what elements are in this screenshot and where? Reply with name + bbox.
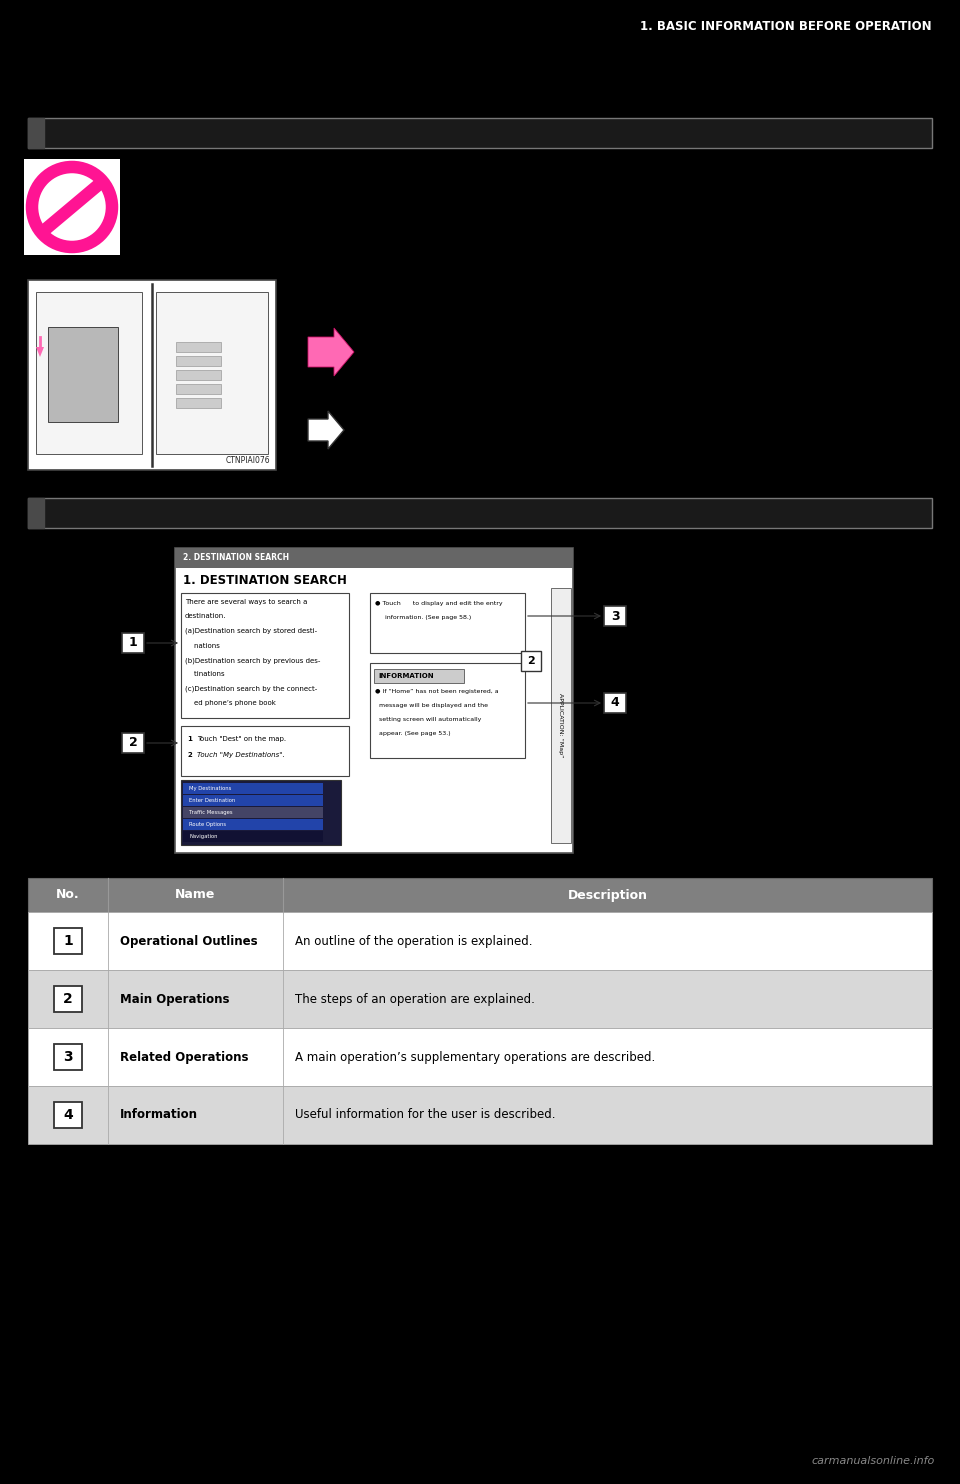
Text: appear. (See page 53.): appear. (See page 53.) — [375, 732, 450, 736]
Bar — [521, 651, 541, 671]
Bar — [54, 928, 82, 954]
Text: Name: Name — [176, 889, 216, 901]
Text: 3: 3 — [63, 1051, 73, 1064]
Bar — [551, 588, 571, 843]
Bar — [374, 669, 464, 683]
Polygon shape — [308, 328, 354, 375]
Bar — [28, 971, 932, 1028]
Bar — [54, 1103, 82, 1128]
Bar — [28, 879, 932, 913]
Bar — [183, 831, 323, 841]
Text: Description: Description — [567, 889, 647, 901]
Text: Main Operations: Main Operations — [120, 993, 229, 1006]
Text: message will be displayed and the: message will be displayed and the — [375, 703, 488, 708]
Text: Navigation: Navigation — [189, 834, 218, 838]
Text: No.: No. — [57, 889, 80, 901]
Text: (a)Destination search by stored desti-: (a)Destination search by stored desti- — [185, 628, 317, 635]
Text: INFORMATION: INFORMATION — [378, 674, 434, 680]
Text: Enter Destination: Enter Destination — [189, 798, 235, 803]
Text: ● If “Home” has not been registered, a: ● If “Home” has not been registered, a — [375, 689, 498, 695]
Text: Related Operations: Related Operations — [120, 1051, 249, 1064]
Bar — [54, 1045, 82, 1070]
Bar — [122, 733, 144, 752]
Text: Traffic Messages: Traffic Messages — [189, 810, 232, 815]
Text: Touch "My Destinations".: Touch "My Destinations". — [197, 752, 285, 758]
Bar — [28, 913, 932, 971]
Bar — [28, 119, 932, 148]
Text: 1: 1 — [129, 637, 137, 650]
Bar — [604, 693, 626, 712]
Text: Useful information for the user is described.: Useful information for the user is descr… — [295, 1109, 556, 1122]
Text: A main operation’s supplementary operations are described.: A main operation’s supplementary operati… — [295, 1051, 656, 1064]
Text: My Destinations: My Destinations — [189, 787, 231, 791]
Bar — [183, 807, 323, 818]
Text: Route Options: Route Options — [189, 822, 227, 827]
Text: CTNPIAI076: CTNPIAI076 — [226, 456, 270, 464]
Text: 4: 4 — [63, 1109, 73, 1122]
Text: APPLICATION: “Map”: APPLICATION: “Map” — [559, 693, 564, 758]
Bar — [28, 499, 44, 528]
Bar — [122, 634, 144, 653]
Text: ed phone’s phone book: ed phone’s phone book — [185, 700, 276, 706]
Text: 1: 1 — [187, 736, 192, 742]
Bar — [175, 548, 573, 568]
Text: destination.: destination. — [185, 613, 227, 619]
Text: 1. DESTINATION SEARCH: 1. DESTINATION SEARCH — [183, 574, 347, 588]
Text: nations: nations — [185, 643, 220, 649]
Text: (c)Destination search by the connect-: (c)Destination search by the connect- — [185, 686, 317, 693]
Bar — [175, 548, 573, 853]
Text: tinations: tinations — [185, 671, 225, 678]
Bar — [28, 1086, 932, 1144]
Bar — [181, 781, 341, 844]
Bar — [54, 985, 82, 1012]
Bar — [370, 663, 525, 758]
Bar — [24, 159, 120, 255]
Text: There are several ways to search a: There are several ways to search a — [185, 600, 307, 605]
Bar — [176, 398, 221, 408]
Bar — [181, 726, 349, 776]
Text: Information: Information — [120, 1109, 198, 1122]
Text: 2: 2 — [527, 656, 535, 666]
Text: 1. BASIC INFORMATION BEFORE OPERATION: 1. BASIC INFORMATION BEFORE OPERATION — [640, 19, 932, 33]
Text: 2: 2 — [63, 991, 73, 1006]
Text: (b)Destination search by previous des-: (b)Destination search by previous des- — [185, 657, 321, 663]
Text: 2. DESTINATION SEARCH: 2. DESTINATION SEARCH — [183, 554, 289, 562]
Text: setting screen will automatically: setting screen will automatically — [375, 717, 481, 723]
Bar — [181, 594, 349, 718]
Bar — [48, 326, 118, 421]
Text: ● Touch      to display and edit the entry: ● Touch to display and edit the entry — [375, 601, 503, 605]
Text: Operational Outlines: Operational Outlines — [120, 935, 257, 947]
Text: The steps of an operation are explained.: The steps of an operation are explained. — [295, 993, 535, 1006]
Bar — [604, 605, 626, 626]
Bar — [176, 356, 221, 367]
Bar — [183, 795, 323, 806]
Text: 4: 4 — [611, 696, 619, 709]
Bar — [183, 819, 323, 830]
Text: carmanualsonline.info: carmanualsonline.info — [812, 1456, 935, 1466]
Bar — [0, 0, 960, 52]
Polygon shape — [308, 411, 344, 450]
Bar — [183, 784, 323, 794]
Text: 3: 3 — [611, 610, 619, 622]
Bar — [176, 384, 221, 393]
Text: 1: 1 — [63, 933, 73, 948]
Bar — [156, 292, 268, 454]
Text: 2: 2 — [129, 736, 137, 749]
Text: An outline of the operation is explained.: An outline of the operation is explained… — [295, 935, 533, 947]
Bar — [36, 292, 142, 454]
Text: Touch "Dest" on the map.: Touch "Dest" on the map. — [197, 736, 286, 742]
Bar — [28, 280, 276, 470]
Bar — [176, 341, 221, 352]
Bar — [176, 370, 221, 380]
Text: information. (See page 58.): information. (See page 58.) — [375, 614, 471, 620]
Bar — [370, 594, 525, 653]
Bar — [28, 1028, 932, 1086]
Text: 2: 2 — [187, 752, 192, 758]
Bar — [28, 119, 44, 148]
Bar — [28, 499, 932, 528]
Polygon shape — [36, 347, 44, 358]
